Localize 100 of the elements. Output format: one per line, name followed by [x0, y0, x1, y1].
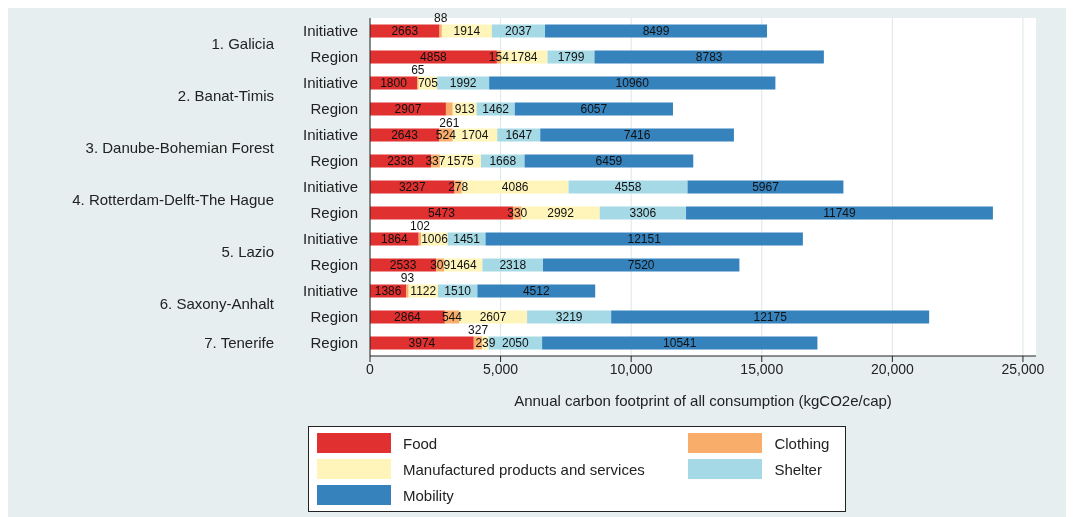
- data-label: 4558: [614, 180, 642, 194]
- data-label: 102: [410, 218, 431, 233]
- text: 6. Saxony-Anhalt: [159, 295, 275, 312]
- y-tick-label: Region: [310, 204, 358, 221]
- bar: [543, 258, 740, 272]
- data-label: 3974: [408, 336, 436, 350]
- data-label: 1006: [421, 232, 449, 246]
- data-label: 337: [425, 154, 446, 168]
- bar: [568, 180, 688, 194]
- text: 5. Lazio: [221, 243, 274, 260]
- data-label: 2992: [547, 206, 575, 220]
- data-label: 1464: [449, 258, 478, 272]
- text: 3. Danube-Bohemian Forest: [85, 139, 275, 156]
- data-label: 913: [454, 102, 475, 116]
- legend-label: Food: [403, 434, 438, 452]
- data-label: 3306: [629, 206, 657, 220]
- data-label: 309: [430, 258, 451, 272]
- legend-label: Manufactured products and services: [403, 460, 645, 478]
- y-tick-label: Region: [310, 100, 358, 117]
- y-tick-label: Region: [310, 334, 358, 351]
- bar: [477, 284, 596, 298]
- bar: [611, 310, 930, 324]
- x-tick-label: 10,000: [609, 360, 653, 377]
- data-label: 65: [411, 62, 425, 77]
- bar: [485, 232, 803, 246]
- data-label: 2643: [391, 128, 419, 142]
- data-label: 2037: [505, 24, 533, 38]
- data-label: 1864: [380, 232, 409, 246]
- data-label: 1451: [453, 232, 481, 246]
- data-label: 1462: [482, 102, 510, 116]
- x-tick-label: 0: [366, 360, 375, 377]
- y-tick-label: Initiative: [302, 178, 358, 195]
- data-label: 1914: [453, 24, 481, 38]
- data-label: 4858: [420, 50, 448, 64]
- data-label: 2533: [389, 258, 417, 272]
- y-tick-label: Initiative: [302, 22, 358, 39]
- data-label: 239: [475, 336, 496, 350]
- data-label: 327: [468, 322, 489, 337]
- x-tick-label: 25,000: [1001, 360, 1045, 377]
- data-label: 524: [435, 128, 457, 142]
- data-label: 1386: [374, 284, 402, 298]
- data-label: 88: [434, 10, 448, 25]
- bar: [406, 284, 409, 298]
- data-label: 1992: [449, 76, 477, 90]
- data-label: 2050: [501, 336, 530, 350]
- data-label: 4512: [522, 284, 550, 298]
- data-label: 5473: [428, 206, 456, 220]
- data-label: 6459: [595, 154, 623, 168]
- data-label: 3219: [555, 310, 583, 324]
- data-label: 330: [507, 206, 528, 220]
- bar: [594, 50, 824, 64]
- bar: [445, 102, 453, 116]
- y-tick-label: Region: [310, 152, 358, 169]
- data-label: 705: [417, 76, 439, 90]
- data-label: 2907: [394, 102, 422, 116]
- text: 1. Galicia: [211, 35, 275, 52]
- x-tick-label: 20,000: [870, 360, 914, 377]
- y-tick-label: Initiative: [302, 126, 358, 143]
- text: 4. Rotterdam-Delft-The Hague: [72, 191, 274, 208]
- data-label: 12151: [627, 232, 662, 246]
- data-label: 1575: [447, 154, 475, 168]
- text: 7. Tenerife: [204, 334, 274, 351]
- data-label: 10541: [663, 336, 697, 350]
- data-label: 93: [400, 270, 415, 285]
- legend-label: Shelter: [774, 460, 822, 478]
- data-label: 1799: [557, 50, 585, 64]
- data-label: 7416: [623, 128, 651, 142]
- data-label: 4086: [501, 180, 529, 194]
- x-tick-label: 5,000: [483, 360, 519, 377]
- text: 2. Banat-Timis: [177, 87, 274, 104]
- data-label: 11749: [823, 206, 857, 220]
- y-tick-label: Initiative: [302, 230, 358, 247]
- bar: [524, 154, 694, 168]
- x-tick-label: 15,000: [740, 360, 784, 377]
- data-label: 1122: [410, 284, 437, 298]
- data-label: 8783: [695, 50, 723, 64]
- data-label: 2663: [391, 24, 419, 38]
- data-label: 1784: [510, 50, 538, 64]
- y-tick-label: Region: [310, 48, 358, 65]
- y-tick-label: Initiative: [302, 282, 358, 299]
- data-label: 2607: [479, 310, 507, 324]
- legend-label: Clothing: [774, 434, 830, 452]
- data-label: 1704: [461, 128, 489, 142]
- data-label: 1647: [505, 128, 533, 142]
- bar: [542, 336, 818, 350]
- data-label: 154: [488, 50, 510, 64]
- data-label: 5967: [752, 180, 780, 194]
- bar: [686, 206, 993, 220]
- x-axis-title: Annual carbon footprint of all consumption (kgCO2e/cap): [514, 392, 892, 409]
- data-label: 261: [439, 115, 460, 130]
- bar: [489, 76, 776, 90]
- y-tick-label: Initiative: [302, 74, 358, 91]
- bar: [687, 180, 844, 194]
- data-label: 3237: [398, 180, 426, 194]
- bar: [540, 128, 734, 142]
- data-label: 2338: [387, 154, 415, 168]
- data-label: 2864: [394, 310, 422, 324]
- bar: [545, 24, 768, 38]
- data-label: 2318: [499, 258, 527, 272]
- data-label: 278: [448, 180, 469, 194]
